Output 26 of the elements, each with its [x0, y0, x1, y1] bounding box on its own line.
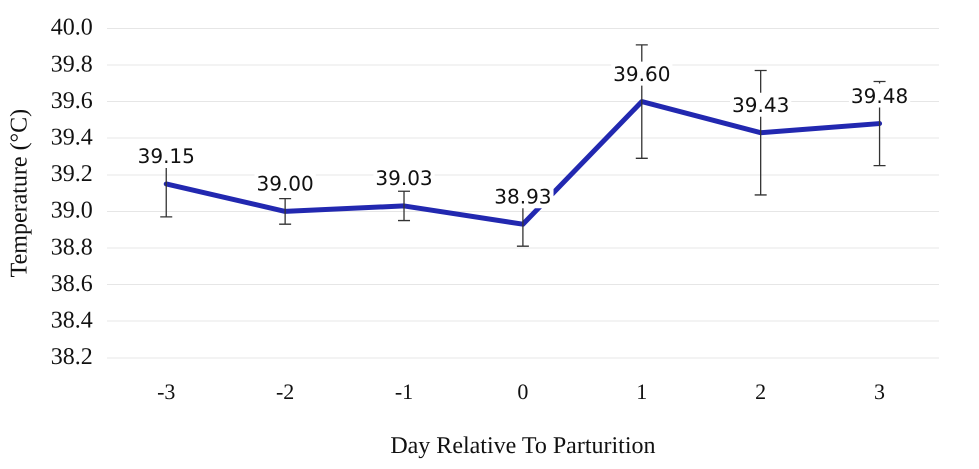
y-tick-label: 39.2 — [50, 161, 93, 188]
data-label: 39.00 — [256, 172, 314, 196]
y-tick-label: 40.0 — [50, 14, 93, 41]
x-tick-label: -2 — [276, 378, 294, 404]
data-label: 39.48 — [850, 84, 908, 108]
data-label: 39.15 — [138, 144, 195, 168]
x-tick-label: -3 — [157, 378, 176, 404]
x-tick-label: -1 — [394, 378, 414, 404]
x-tick-label: 3 — [874, 378, 886, 404]
y-tick-label: 39.8 — [50, 51, 93, 78]
y-tick-label: 39.4 — [50, 124, 93, 150]
x-tick-label: 0 — [517, 378, 528, 404]
y-tick-label: 39.6 — [50, 88, 93, 114]
x-axis-title: Day Relative To Parturition — [390, 432, 656, 459]
x-tick-label: 2 — [755, 378, 766, 404]
data-label: 39.43 — [732, 92, 790, 117]
x-tick-label: 1 — [636, 378, 648, 404]
data-label: 39.60 — [613, 62, 670, 86]
y-tick-label: 39.0 — [50, 198, 93, 224]
data-label: 38.93 — [494, 184, 552, 208]
data-label: 39.03 — [375, 166, 433, 190]
y-tick-label: 38.8 — [50, 234, 93, 260]
y-tick-label: 38.6 — [50, 270, 93, 297]
y-tick-label: 38.4 — [50, 307, 93, 334]
y-tick-label: 38.2 — [50, 344, 93, 370]
y-axis-title: Temperature (°C) — [6, 108, 33, 278]
